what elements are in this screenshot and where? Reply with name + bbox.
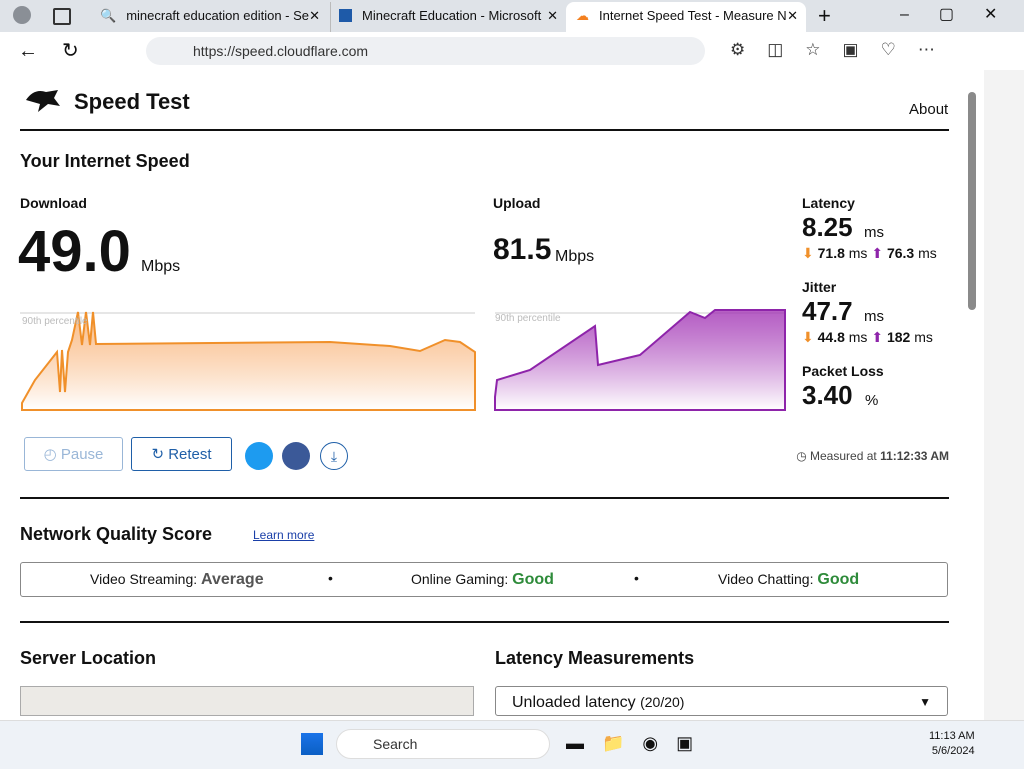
metric-unit: Mbps	[555, 248, 595, 265]
metric-label: Upload	[493, 195, 541, 211]
measured-label: Measured at	[810, 449, 877, 463]
select-count: (20/20)	[640, 694, 685, 710]
url[interactable]: https://speed.cloudflare.com	[193, 43, 369, 59]
taskbar-search[interactable]: Search	[336, 729, 550, 759]
edge-sidebar[interactable]	[984, 70, 1024, 720]
tab-actions[interactable]	[53, 8, 71, 25]
new-tab[interactable]: +	[818, 3, 831, 28]
metric-label: Latency	[802, 195, 855, 211]
clock[interactable]: 11:13 AM 5/6/2024	[929, 729, 975, 759]
profile-icon[interactable]	[13, 6, 31, 24]
start-button[interactable]	[301, 733, 323, 755]
metric-label: Packet Loss	[802, 363, 884, 379]
metric-label: Jitter	[802, 279, 837, 295]
quality-item: Video Chatting: Good	[718, 571, 859, 589]
window-controls[interactable]: –▢✕	[900, 6, 1024, 23]
select-label: Unloaded latency	[512, 694, 636, 711]
scrollbar[interactable]	[968, 92, 976, 310]
unit: ms	[848, 245, 868, 261]
browser-actions[interactable]: ⚙◫☆▣♡⋯	[730, 40, 957, 59]
measured: ◷ Measured at 11:12:33 AM	[796, 449, 949, 463]
download-results[interactable]: ⤓	[320, 442, 348, 470]
logo	[26, 90, 60, 112]
metric-unit: %	[865, 392, 879, 409]
divider	[20, 621, 949, 623]
latency-up: 76.3	[886, 245, 915, 261]
retest-button[interactable]: ↻ Retest	[131, 437, 232, 471]
speed-charts	[20, 309, 786, 411]
tab[interactable]: 🔍 minecraft education edition - Se ✕	[100, 8, 320, 23]
nav-buttons[interactable]: ←↻	[18, 40, 103, 62]
metric-label: Download	[20, 195, 87, 211]
jitter-up: 182	[886, 329, 911, 345]
quality-item: Online Gaming: Good	[411, 571, 554, 589]
metric-value: 3.40	[802, 380, 853, 410]
quality-label: Online Gaming:	[411, 571, 509, 587]
pinned-apps[interactable]: ▬📁◉▣	[566, 733, 712, 753]
separator: •	[634, 570, 639, 586]
quality-box	[20, 562, 948, 597]
metric-unit: ms	[864, 308, 884, 325]
quality-value: Good	[817, 571, 860, 588]
address-bar[interactable]	[146, 37, 705, 65]
tab-title: Internet Speed Test - Measure N	[599, 8, 787, 23]
pause-button[interactable]: ◴ Pause	[24, 437, 123, 471]
facebook-share[interactable]	[282, 442, 310, 470]
unit: ms	[918, 245, 937, 261]
section-heading: Latency Measurements	[495, 648, 695, 668]
upload-graph	[494, 309, 786, 411]
tab-title: minecraft education edition - Se	[126, 8, 310, 23]
latency-down: 71.8	[817, 245, 845, 261]
divider	[20, 129, 949, 131]
twitter-share[interactable]	[245, 442, 273, 470]
measured-time: 11:12:33 AM	[880, 449, 949, 463]
unit: ms	[914, 329, 933, 345]
jitter-detail: ⬇ 44.8 ms ⬆ 182 ms	[802, 329, 933, 345]
nav-link[interactable]: About	[909, 101, 949, 118]
metric-value: 47.7	[802, 296, 853, 326]
button-label: Pause	[60, 446, 104, 463]
quality-item: Video Streaming: Average	[90, 571, 264, 589]
download-graph	[21, 311, 476, 411]
metric-value: 49.0	[18, 219, 131, 284]
latency-select[interactable]: Unloaded latency (20/20) ▼	[495, 686, 948, 716]
metric-value: 8.25	[802, 212, 853, 242]
button-label: Retest	[168, 446, 212, 463]
time: 11:13 AM	[929, 730, 975, 742]
quality-label: Video Streaming:	[90, 571, 198, 587]
tab[interactable]: Minecraft Education - Microsoft ✕	[330, 2, 566, 32]
map[interactable]	[20, 686, 474, 716]
active-tab[interactable]: ☁ Internet Speed Test - Measure N ✕	[566, 2, 806, 32]
learn-more-link[interactable]: Learn more	[253, 528, 315, 542]
metric-value: 81.5	[493, 233, 552, 266]
section-heading: Your Internet Speed	[20, 151, 190, 171]
unit: ms	[848, 329, 868, 345]
percentile-label: 90th percentile	[495, 313, 561, 324]
separator: •	[328, 570, 333, 586]
metric-unit: ms	[864, 224, 884, 241]
tab-bar	[0, 0, 1024, 32]
date: 5/6/2024	[931, 745, 975, 757]
tab-title: Minecraft Education - Microsoft	[362, 8, 542, 23]
quality-label: Video Chatting:	[718, 571, 814, 587]
search-label: Search	[373, 736, 418, 752]
metric-unit: Mbps	[141, 258, 181, 275]
latency-detail: ⬇ 71.8 ms ⬆ 76.3 ms	[802, 245, 937, 261]
quality-value: Good	[512, 571, 554, 588]
quality-value: Average	[201, 571, 264, 588]
section-heading: Network Quality Score	[20, 524, 213, 544]
jitter-down: 44.8	[817, 329, 845, 345]
brand[interactable]: Speed Test	[74, 89, 190, 114]
divider	[20, 497, 949, 499]
percentile-label: 90th percentile	[22, 316, 88, 327]
section-heading: Server Location	[20, 648, 157, 668]
